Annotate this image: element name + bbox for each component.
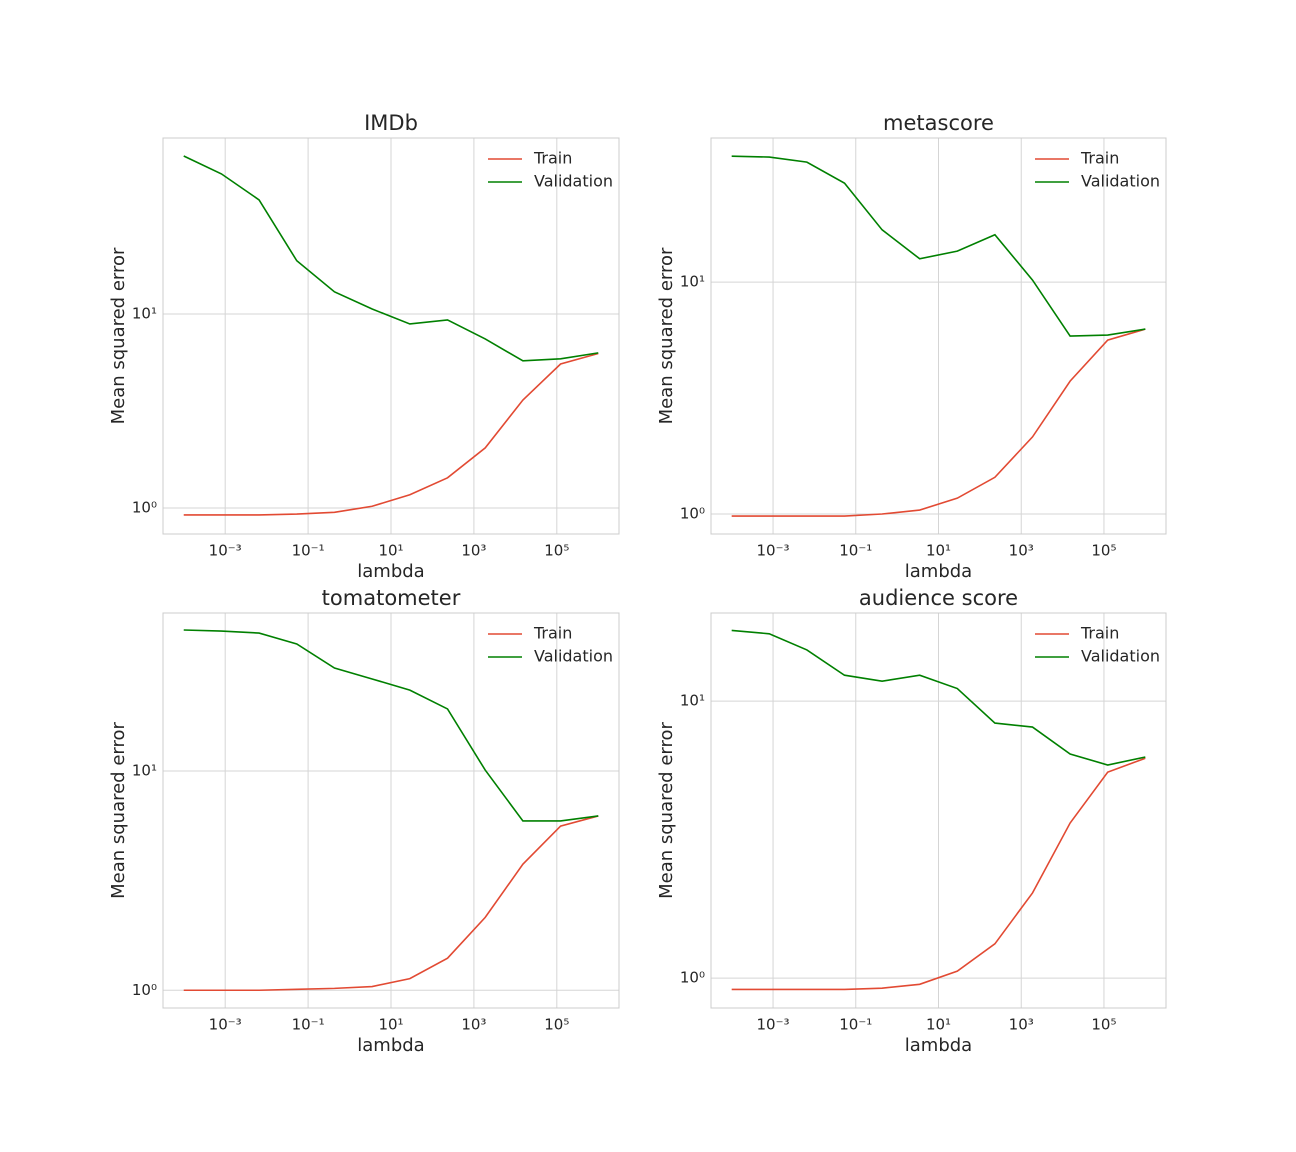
legend-label: Train — [1080, 624, 1119, 643]
legend-label: Train — [1080, 149, 1119, 168]
y-tick-label: 10⁰ — [680, 505, 705, 523]
x-tick-label: 10⁻¹ — [292, 1016, 325, 1034]
series-line — [731, 155, 1146, 337]
x-axis-label: lambda — [357, 1035, 424, 1056]
legend-label: Validation — [1081, 647, 1160, 666]
y-axis-label: Mean squared error — [108, 247, 129, 424]
series-line — [731, 629, 1146, 766]
axes-frame — [162, 137, 620, 535]
y-tick-label: 10¹ — [132, 304, 157, 322]
x-tick-label: 10⁻¹ — [839, 1016, 872, 1034]
y-axis-label: Mean squared error — [656, 721, 677, 898]
y-tick-label: 10¹ — [680, 692, 705, 710]
x-tick-label: 10¹ — [926, 542, 951, 560]
subplot: 10⁻³ 10⁻¹ 10¹ 10³ 10⁵ 10⁰ 10¹ IMDb lambda Mean sq… — [108, 111, 620, 582]
x-tick-label: 10³ — [1009, 1016, 1034, 1034]
series-line — [183, 352, 599, 516]
x-axis-label: lambda — [905, 1035, 972, 1056]
axes-frame — [710, 137, 1167, 535]
x-axis-label: lambda — [357, 561, 424, 582]
x-tick-label: 10³ — [1009, 542, 1034, 560]
subplot: 10⁻³ 10⁻¹ 10¹ 10³ 10⁵ 10⁰ 10¹ audience score lam… — [656, 586, 1167, 1056]
x-tick-label: 10⁵ — [544, 1016, 569, 1034]
series-line — [183, 815, 599, 992]
x-tick-label: 10¹ — [926, 1016, 951, 1034]
x-tick-label: 10⁻³ — [757, 542, 790, 560]
y-tick-label: 10⁰ — [680, 969, 705, 987]
legend-label: Validation — [534, 647, 613, 666]
legend-label: Validation — [1081, 172, 1160, 191]
x-tick-label: 10⁻³ — [757, 1016, 790, 1034]
subplot: 10⁻³ 10⁻¹ 10¹ 10³ 10⁵ 10⁰ 10¹ tomatometer lambda… — [108, 586, 620, 1056]
chart-title: tomatometer — [322, 586, 461, 610]
x-tick-label: 10⁵ — [1091, 1016, 1116, 1034]
x-tick-label: 10³ — [461, 1016, 486, 1034]
x-tick-label: 10¹ — [378, 1016, 403, 1034]
axes-frame — [710, 612, 1167, 1009]
y-tick-label: 10¹ — [132, 762, 157, 780]
chart-title: audience score — [859, 586, 1018, 610]
y-axis-label: Mean squared error — [108, 721, 129, 898]
x-axis-label: lambda — [905, 561, 972, 582]
y-tick-label: 10¹ — [680, 273, 705, 291]
x-tick-label: 10³ — [461, 542, 486, 560]
y-tick-label: 10⁰ — [132, 498, 157, 516]
chart-title: metascore — [883, 111, 994, 135]
x-tick-label: 10¹ — [378, 542, 403, 560]
x-tick-label: 10⁵ — [1091, 542, 1116, 560]
x-tick-label: 10⁻³ — [209, 1016, 242, 1034]
x-tick-label: 10⁻³ — [209, 542, 242, 560]
legend-label: Train — [533, 149, 572, 168]
series-line — [183, 629, 599, 822]
axes-frame — [162, 612, 620, 1009]
y-axis-label: Mean squared error — [656, 247, 677, 424]
x-tick-label: 10⁵ — [544, 542, 569, 560]
legend-label: Validation — [534, 172, 613, 191]
chart-title: IMDb — [364, 111, 418, 135]
x-tick-label: 10⁻¹ — [839, 542, 872, 560]
legend-label: Train — [533, 624, 572, 643]
series-line — [731, 757, 1146, 991]
subplot: 10⁻³ 10⁻¹ 10¹ 10³ 10⁵ 10⁰ 10¹ metascore lambda Me… — [656, 111, 1167, 582]
x-tick-label: 10⁻¹ — [292, 542, 325, 560]
series-line — [183, 155, 599, 362]
y-tick-label: 10⁰ — [132, 981, 157, 999]
series-line — [731, 328, 1146, 517]
